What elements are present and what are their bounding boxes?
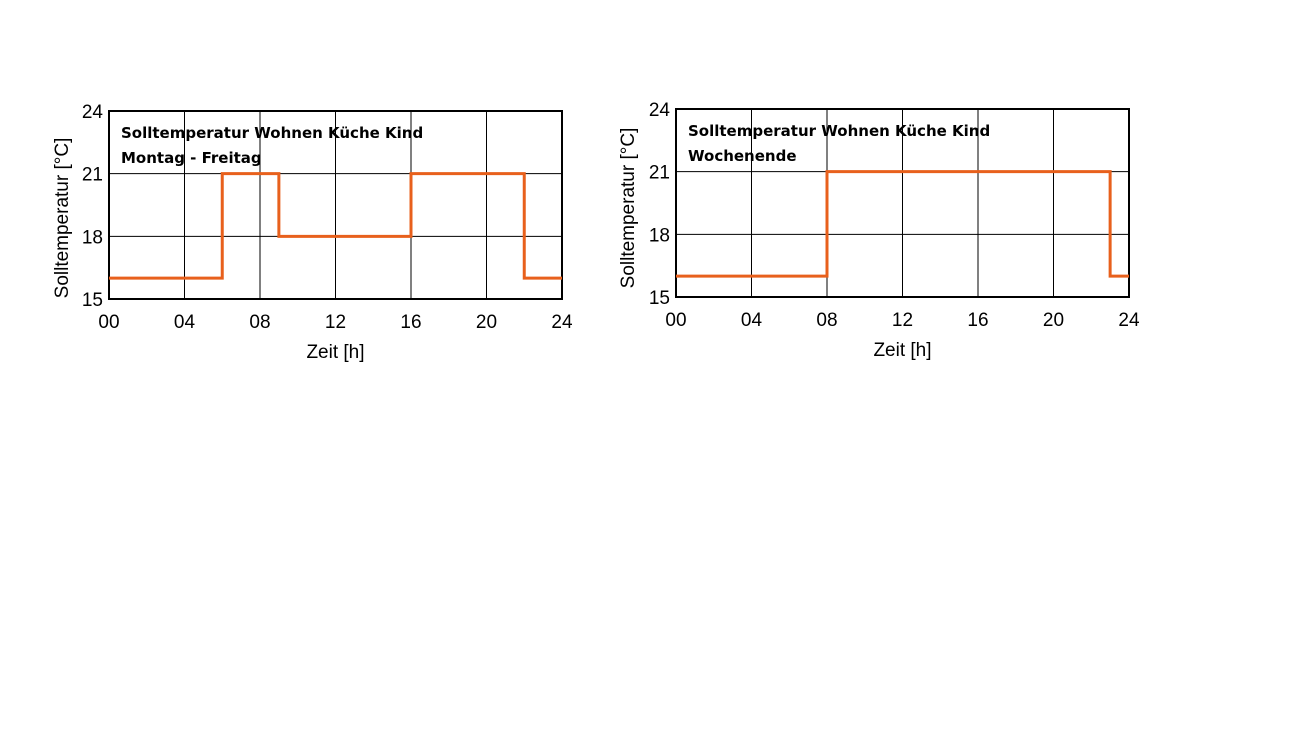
plot-frame	[675, 108, 1130, 298]
x-tick-label: 00	[98, 312, 119, 333]
y-tick-label: 15	[82, 290, 103, 311]
y-tick-label: 18	[82, 227, 103, 248]
x-tick-label: 24	[1118, 310, 1140, 331]
x-axis-label: Zeit [h]	[873, 340, 931, 361]
x-tick-label: 04	[741, 310, 763, 331]
series-line	[109, 172, 562, 280]
y-tick-label: 21	[82, 165, 103, 186]
x-tick-label: 16	[400, 312, 421, 333]
y-tick-label: 24	[82, 102, 104, 123]
y-tick-label: 18	[649, 225, 670, 246]
x-tick-label: 08	[249, 312, 270, 333]
chart-annotation: Montag - Freitag	[121, 149, 262, 167]
series-line	[676, 170, 1129, 278]
x-tick-label: 04	[174, 312, 196, 333]
y-axis-label: Solltemperatur [°C]	[618, 128, 639, 289]
x-tick-label: 24	[551, 312, 573, 333]
y-tick-label: 21	[649, 163, 670, 184]
x-tick-label: 12	[892, 310, 913, 331]
x-axis-label: Zeit [h]	[306, 342, 364, 363]
x-tick-label: 20	[476, 312, 497, 333]
chart-weekday: 00 04 08 12 16 20 24 15 18 21 24 Zeit [h] Solltemper…	[52, 102, 573, 363]
chart-annotation: Wochenende	[688, 147, 797, 165]
y-axis-label: Solltemperatur [°C]	[52, 138, 73, 299]
plot-frame	[108, 110, 563, 300]
x-tick-label: 20	[1043, 310, 1064, 331]
x-tick-label: 00	[665, 310, 686, 331]
y-tick-label: 24	[649, 100, 671, 121]
chart-annotation: Solltemperatur Wohnen Küche Kind	[688, 122, 990, 140]
chart-weekend: 00 04 08 12 16 20 24 15 18 21 24 Zeit [h] Solltemper…	[618, 100, 1140, 361]
y-tick-label: 15	[649, 288, 670, 309]
chart-annotation: Solltemperatur Wohnen Küche Kind	[121, 124, 423, 142]
x-tick-label: 16	[967, 310, 988, 331]
x-tick-label: 08	[816, 310, 837, 331]
x-tick-label: 12	[325, 312, 346, 333]
